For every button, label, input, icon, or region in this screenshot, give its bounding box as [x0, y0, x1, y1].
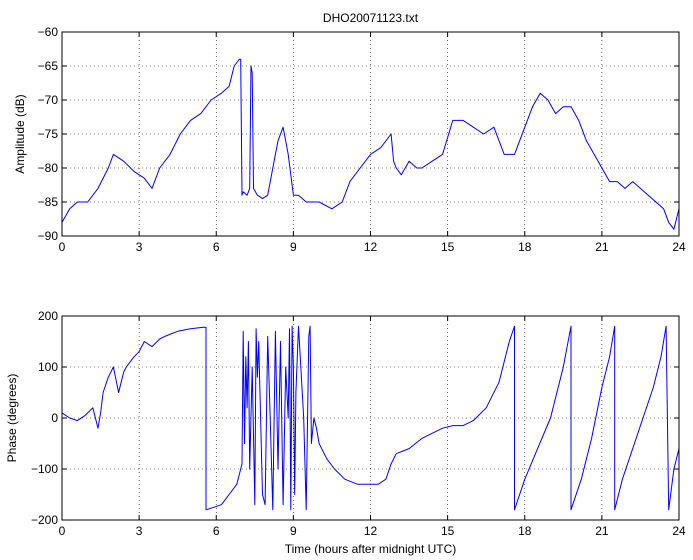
phase-x-tick-label: 12 — [364, 524, 378, 538]
amplitude-x-tick-label: 15 — [441, 240, 455, 254]
amplitude-y-tick-label: −80 — [38, 161, 59, 175]
phase-x-axis-label: Time (hours after midnight UTC) — [285, 542, 457, 556]
amplitude-series-line — [61, 58, 680, 230]
phase-y-tick-label: −100 — [31, 462, 58, 476]
phase-x-tick-label: 6 — [213, 524, 220, 538]
phase-x-tick-label: 0 — [59, 524, 66, 538]
amplitude-y-tick-label: −65 — [38, 59, 59, 73]
amplitude-x-tick-label: 3 — [136, 240, 143, 254]
amplitude-x-tick-label: 0 — [59, 240, 66, 254]
amplitude-grid — [62, 32, 679, 236]
phase-x-tick-label: 15 — [441, 524, 455, 538]
amplitude-x-tick-label: 9 — [290, 240, 297, 254]
phase-x-tick-label: 3 — [136, 524, 143, 538]
phase-axes: 0 3 6 9 12 15 18 21 24 −200 −100 0 100 200 Phase (deg… — [5, 309, 686, 556]
phase-y-tick-label: 200 — [38, 309, 58, 323]
amplitude-y-axis-label: Amplitude (dB) — [13, 94, 27, 173]
phase-x-tick-label: 9 — [290, 524, 297, 538]
phase-x-tick-label: 24 — [672, 524, 686, 538]
amplitude-chart-title: DHO20071123.txt — [323, 11, 419, 25]
phase-y-tick-label: 100 — [38, 360, 58, 374]
phase-grid — [62, 316, 679, 520]
phase-series-line — [61, 325, 680, 511]
amplitude-x-tick-label: 12 — [364, 240, 378, 254]
amplitude-y-tick-label: −60 — [38, 25, 59, 39]
phase-ticks: 0 3 6 9 12 15 18 21 24 −200 −100 0 100 200 — [31, 309, 686, 538]
phase-y-tick-label: 0 — [51, 411, 58, 425]
phase-y-tick-label: −200 — [31, 513, 58, 527]
phase-y-axis-label: Phase (degrees) — [5, 374, 19, 463]
amplitude-x-tick-label: 18 — [518, 240, 532, 254]
amplitude-x-tick-label: 21 — [595, 240, 609, 254]
amplitude-y-tick-label: −70 — [38, 93, 59, 107]
amplitude-y-tick-label: −85 — [38, 195, 59, 209]
amplitude-y-tick-label: −90 — [38, 229, 59, 243]
amplitude-series — [61, 58, 680, 230]
amplitude-ticks: 0 3 6 9 12 15 18 21 24 −90 −85 −80 −75 −70 −65 −60 — [38, 25, 686, 254]
amplitude-axes: DHO20071123.txt 0 3 6 9 12 15 18 21 24 −90 −85 −80 −… — [13, 11, 686, 254]
phase-x-tick-label: 21 — [595, 524, 609, 538]
amplitude-y-tick-label: −75 — [38, 127, 59, 141]
phase-x-tick-label: 18 — [518, 524, 532, 538]
phase-series — [61, 325, 680, 511]
amplitude-x-tick-label: 6 — [213, 240, 220, 254]
amplitude-x-tick-label: 24 — [672, 240, 686, 254]
